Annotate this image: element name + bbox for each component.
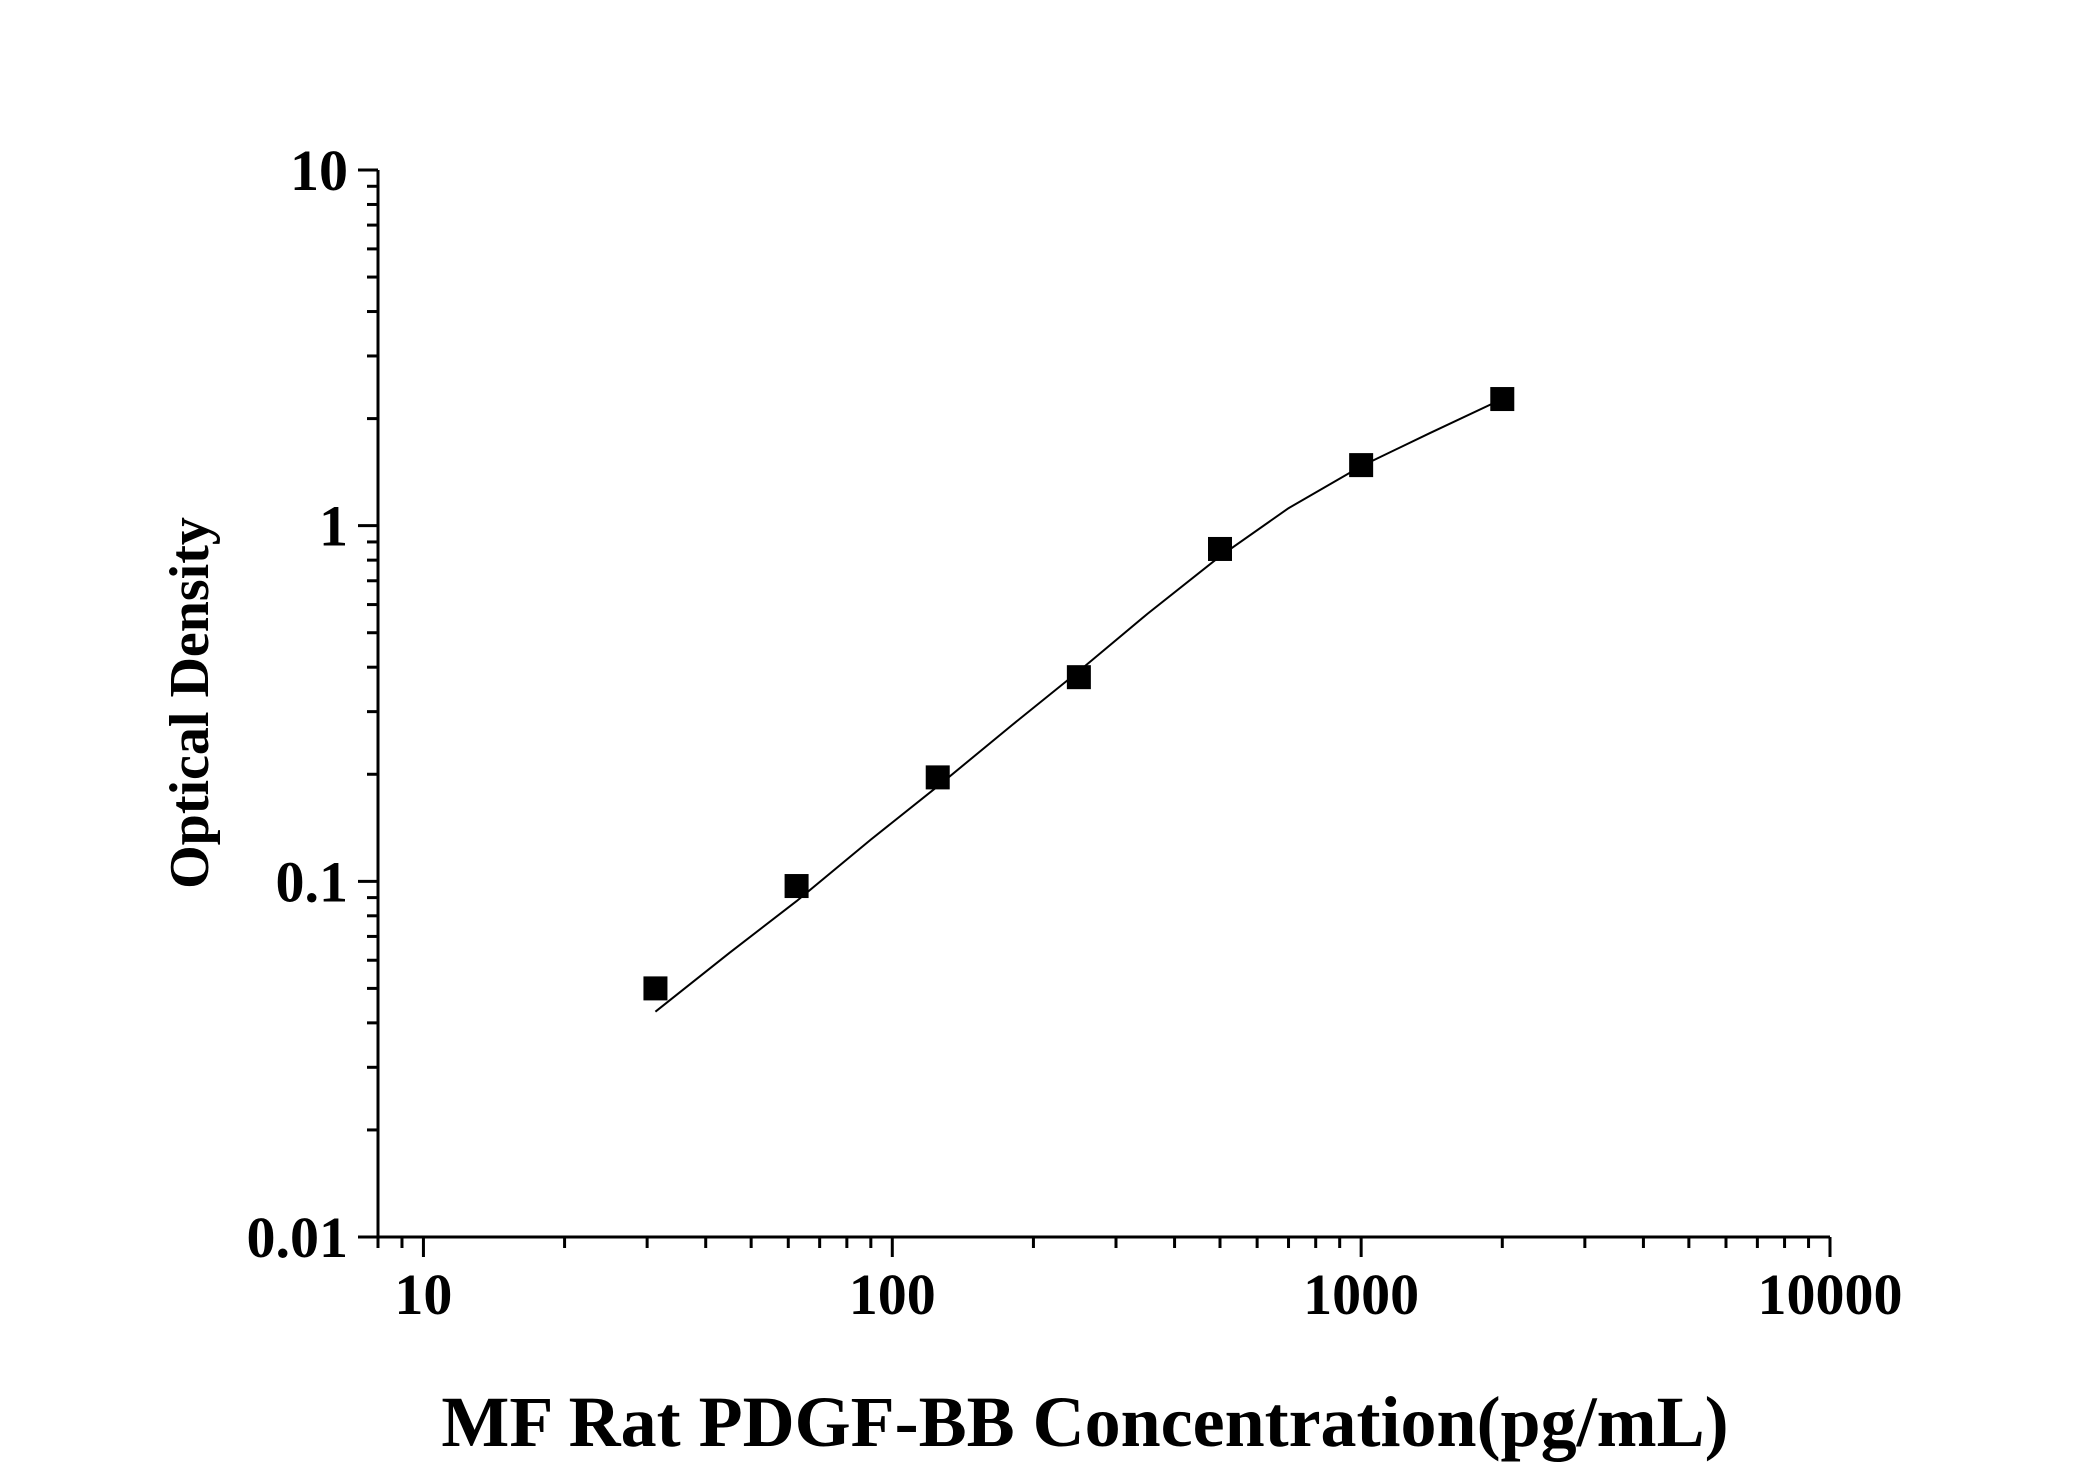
x-ticks: 10 100 1000 10000 — [376, 1237, 1903, 1327]
y-tick-label: 0.1 — [276, 849, 349, 914]
data-points — [643, 387, 1515, 1001]
data-point — [1490, 387, 1515, 412]
x-tick-label: 1000 — [1303, 1262, 1419, 1327]
y-tick-label: 0.01 — [247, 1205, 349, 1270]
y-tick-label: 1 — [319, 494, 348, 559]
y-axis-title: Optical Density — [159, 517, 221, 889]
data-point — [1349, 453, 1374, 478]
x-tick-label: 100 — [849, 1262, 936, 1327]
data-point — [784, 874, 809, 899]
data-point — [643, 976, 668, 1001]
x-tick-label: 10 — [394, 1262, 452, 1327]
fit-curve — [654, 398, 1503, 1013]
y-tick-label: 10 — [290, 138, 348, 203]
plot-area: 0.01 0.1 1 10 10 100 1000 10000 — [247, 138, 1903, 1327]
data-point — [925, 765, 950, 790]
x-tick-label: 10000 — [1758, 1262, 1903, 1327]
y-ticks: 0.01 0.1 1 10 — [247, 138, 378, 1270]
data-point — [1066, 665, 1091, 690]
data-point — [1208, 536, 1233, 561]
x-axis-title: MF Rat PDGF-BB Concentration(pg/mL) — [441, 1382, 1728, 1462]
